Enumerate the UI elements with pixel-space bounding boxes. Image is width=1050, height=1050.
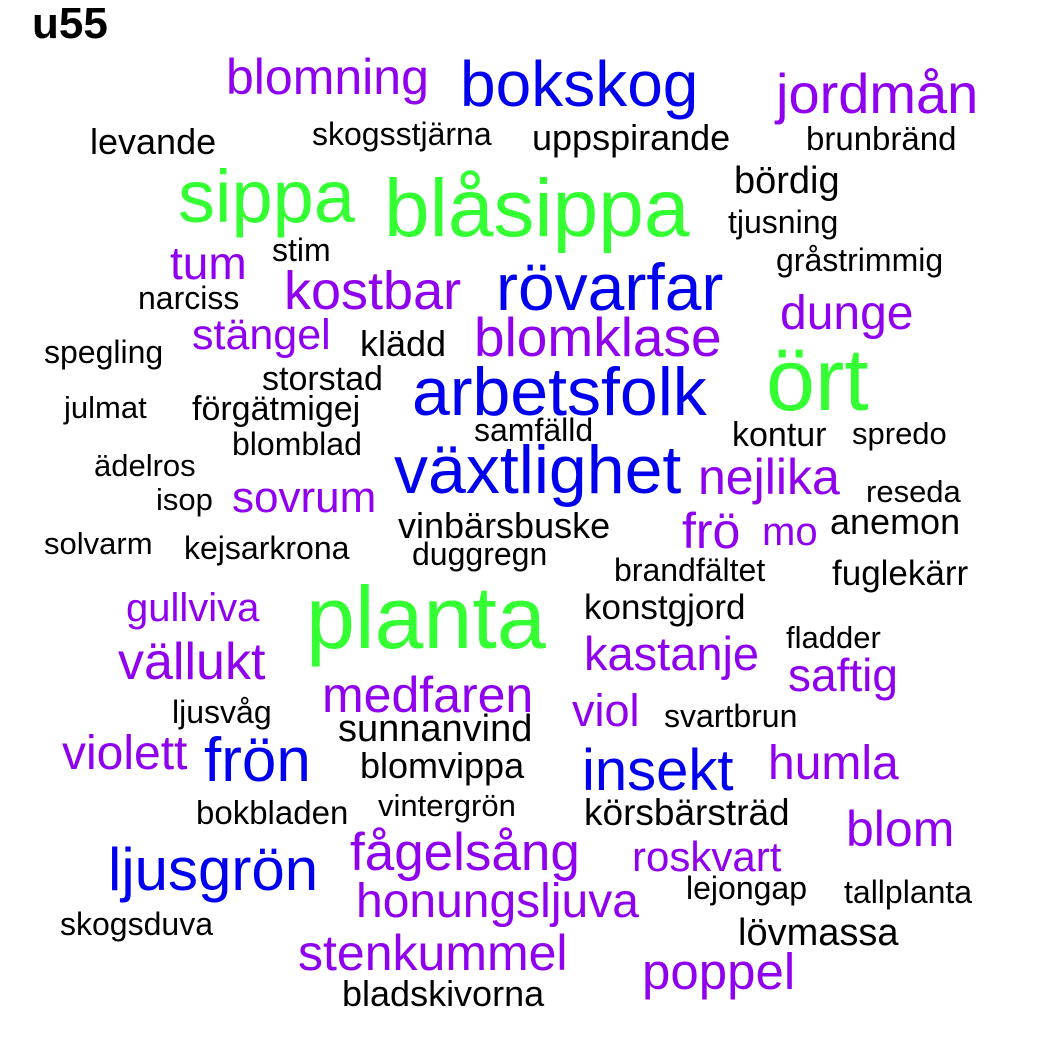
cloud-word: blomvippa <box>360 745 525 786</box>
cloud-word: nejlika <box>698 449 840 505</box>
cloud-word: bokbladen <box>196 794 349 831</box>
cloud-word: tum <box>170 237 247 289</box>
cloud-word: roskvart <box>632 833 782 880</box>
cloud-word: fladder <box>786 620 881 655</box>
cloud-word: samfälld <box>474 412 594 448</box>
cloud-word: kejsarkrona <box>184 530 350 566</box>
cloud-word: spegling <box>44 334 164 370</box>
cloud-word: planta <box>306 568 546 667</box>
cloud-word: vällukt <box>118 633 266 691</box>
cloud-word: narciss <box>138 280 240 316</box>
cloud-word: skogsduva <box>60 906 213 942</box>
cloud-word: kontur <box>732 416 827 454</box>
cloud-word: bördig <box>734 160 840 202</box>
cloud-word: spredo <box>852 416 947 451</box>
cloud-word: frö <box>682 503 741 559</box>
cloud-word: uppspirande <box>532 117 731 158</box>
cloud-word: tallplanta <box>844 874 973 910</box>
cloud-word: rövarfar <box>496 250 724 324</box>
cloud-word: humla <box>768 737 899 790</box>
cloud-word: arbetsfolk <box>412 354 707 430</box>
cloud-word: lövmassa <box>738 912 899 954</box>
cloud-word: brunbränd <box>806 120 957 157</box>
cloud-word: sunnanvind <box>338 708 533 750</box>
cloud-word: isop <box>156 482 213 517</box>
cloud-word: skogsstjärna <box>312 116 492 152</box>
cloud-word: blåsippa <box>384 163 690 254</box>
cloud-word: levande <box>90 121 217 162</box>
cloud-word: viol <box>572 685 640 736</box>
cloud-word: blom <box>846 801 955 857</box>
cloud-word: fuglekärr <box>832 554 969 593</box>
cloud-word: brandfältet <box>614 552 766 588</box>
cloud-word: storstad <box>262 360 383 398</box>
cloud-word: stenkummel <box>298 925 568 981</box>
cloud-word: mo <box>762 510 818 554</box>
cloud-word: poppel <box>642 943 796 1000</box>
cloud-word: stim <box>272 232 331 268</box>
cloud-word: bokskog <box>460 48 699 120</box>
cloud-word: blomklase <box>474 306 722 368</box>
cloud-word: honungsljuva <box>356 875 639 928</box>
cloud-word: fågelsång <box>350 823 580 882</box>
cloud-word: kastanje <box>584 627 760 680</box>
cloud-word: vintergrön <box>378 788 516 823</box>
cloud-word: frön <box>204 726 311 795</box>
cloud-word: lejongap <box>686 870 807 906</box>
cloud-word: sippa <box>178 155 355 238</box>
cloud-word: blomblad <box>232 426 362 462</box>
cloud-word: kostbar <box>284 261 462 321</box>
cloud-word: solvarm <box>44 526 153 561</box>
cloud-word: tjusning <box>728 204 839 240</box>
cloud-word: ljusgrön <box>108 836 319 903</box>
cloud-word: jordmån <box>776 62 979 125</box>
cloud-word: dunge <box>780 287 914 340</box>
cloud-word: saftig <box>788 649 898 701</box>
cloud-word: bladskivorna <box>342 973 545 1014</box>
cloud-word: ädelros <box>94 448 196 483</box>
cloud-word: stängel <box>192 311 331 359</box>
cloud-word: medfaren <box>322 667 534 723</box>
cloud-word: vinbärsbuske <box>398 505 611 546</box>
cloud-word: violett <box>62 727 188 780</box>
cloud-word: blomning <box>226 49 429 105</box>
cloud-word: anemon <box>830 501 961 542</box>
cloud-word: svartbrun <box>664 698 798 734</box>
cloud-word: insekt <box>582 738 734 803</box>
cloud-word: duggregn <box>412 536 548 572</box>
cloud-word: ljusvåg <box>172 694 272 730</box>
cloud-word: förgätmigej <box>192 390 361 428</box>
cloud-word: sovrum <box>232 473 377 522</box>
cloud-word: växtlighet <box>394 432 682 508</box>
cloud-word: reseda <box>866 474 961 509</box>
cloud-word: ört <box>766 330 869 429</box>
cloud-word: gullviva <box>126 586 260 630</box>
cloud-word: julmat <box>64 390 147 425</box>
cloud-label: u55 <box>32 0 108 48</box>
cloud-word: gråstrimmig <box>776 242 944 278</box>
cloud-word: konstgjord <box>584 588 746 627</box>
cloud-word: klädd <box>360 323 447 364</box>
cloud-word: körsbärsträd <box>584 792 790 833</box>
